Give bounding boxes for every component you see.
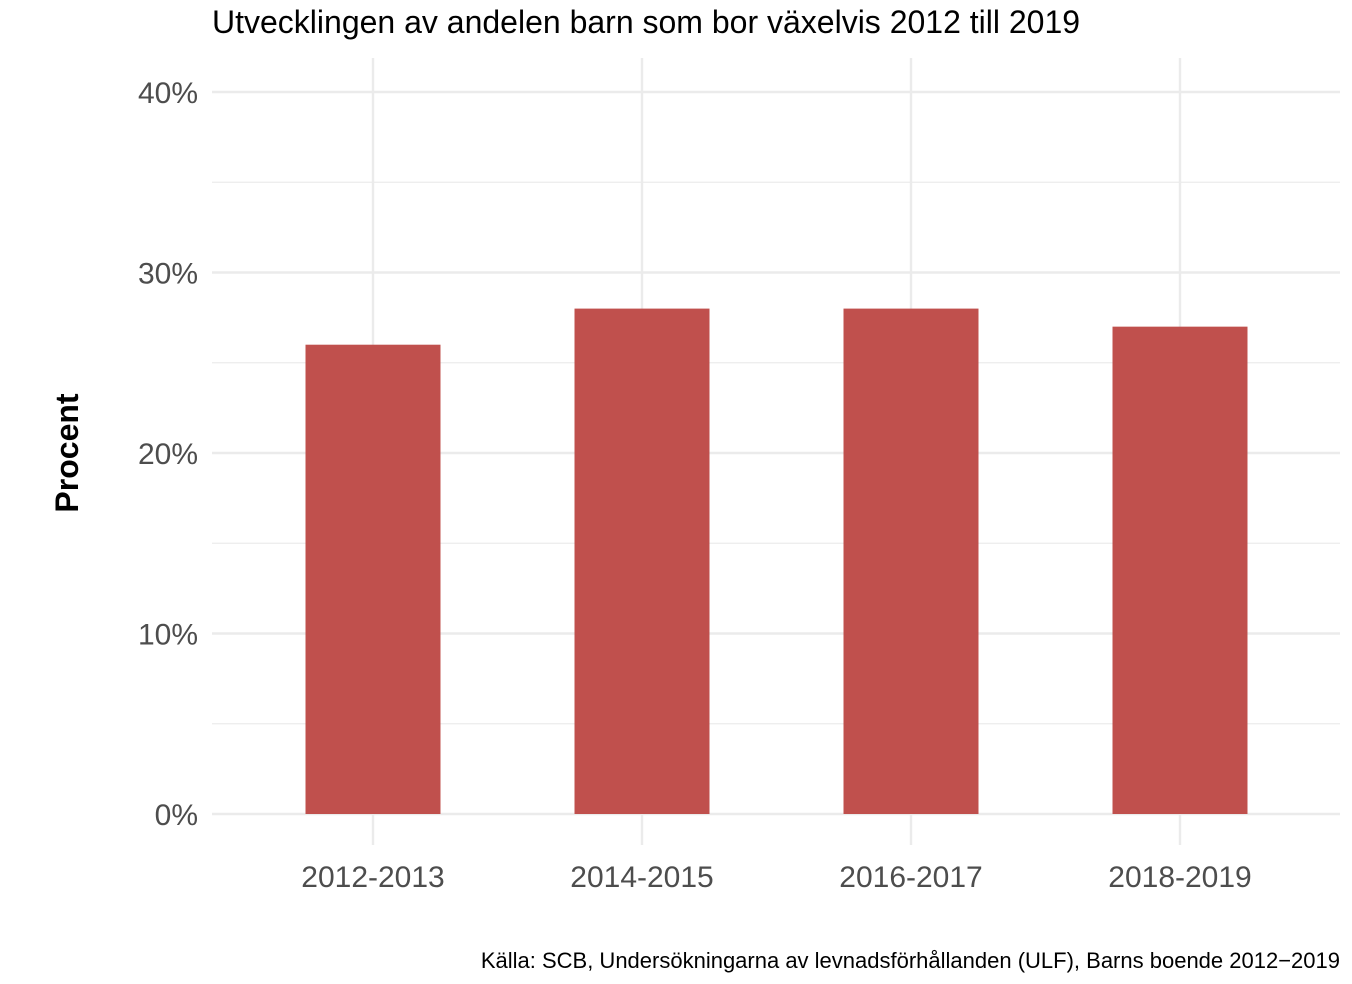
- y-tick-label: 40%: [138, 77, 198, 110]
- source-caption: Källa: SCB, Undersökningarna av levnadsf…: [481, 948, 1340, 973]
- y-tick-label: 0%: [155, 799, 198, 832]
- x-tick-label: 2018-2019: [1108, 861, 1251, 894]
- bar-2016-2017: [843, 308, 979, 814]
- x-tick-label: 2012-2013: [301, 861, 444, 894]
- y-axis-label: Procent: [49, 393, 85, 512]
- bar-2014-2015: [574, 308, 710, 814]
- x-axis-ticks: 2012-2013 2014-2015 2016-2017 2018-2019: [301, 861, 1251, 894]
- bar-2012-2013: [305, 344, 441, 814]
- x-tick-label: 2016-2017: [839, 861, 982, 894]
- y-tick-label: 20%: [138, 438, 198, 471]
- y-axis-ticks: 0% 10% 20% 30% 40%: [138, 77, 198, 832]
- bar-2018-2019: [1112, 326, 1248, 814]
- y-tick-label: 30%: [138, 258, 198, 291]
- x-tick-label: 2014-2015: [570, 861, 713, 894]
- y-tick-label: 10%: [138, 619, 198, 652]
- bars: [305, 308, 1248, 814]
- chart-title: Utvecklingen av andelen barn som bor väx…: [212, 4, 1080, 40]
